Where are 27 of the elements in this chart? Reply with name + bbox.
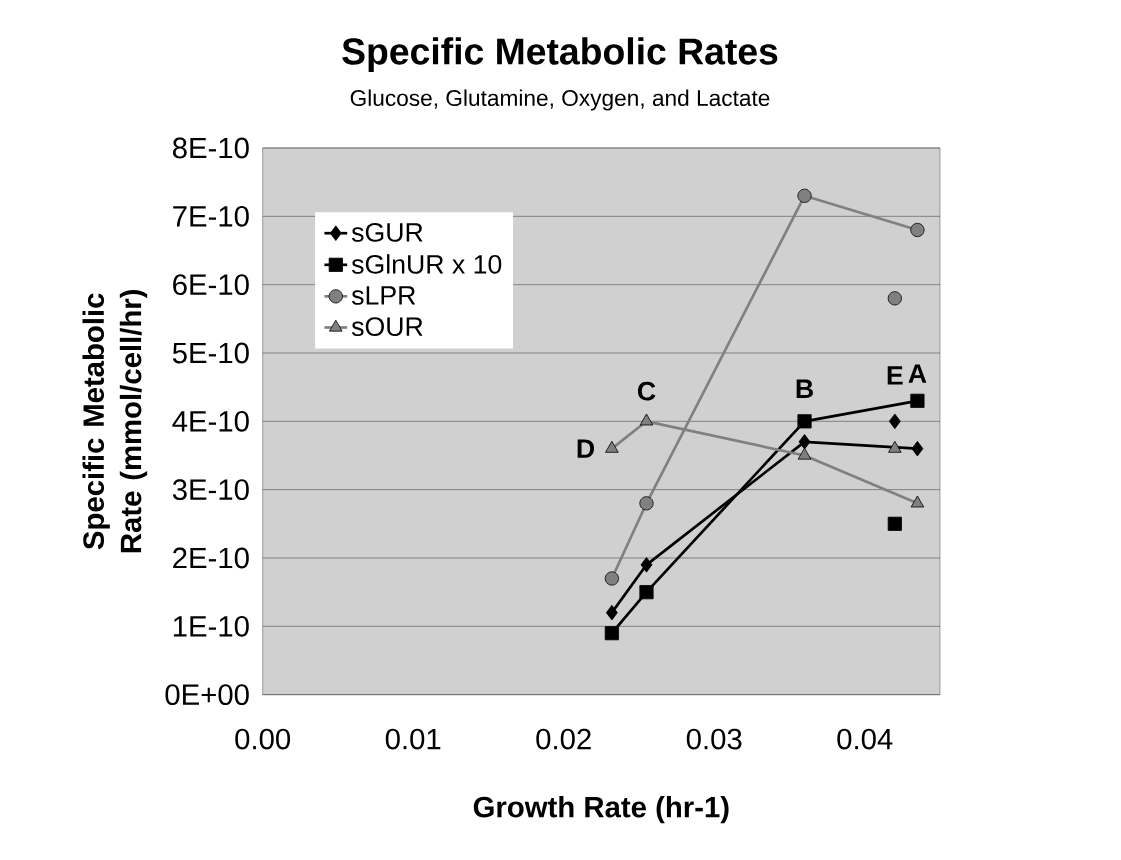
- y-tick-label: 1E-10: [173, 615, 249, 637]
- x-axis-title: Growth Rate (hr-1): [473, 795, 729, 824]
- y-tick-label: 8E-10: [172, 137, 249, 159]
- x-tick-label: 0.03: [686, 728, 742, 750]
- y-tick-label: 4E-10: [172, 410, 249, 432]
- y-tick-label: 5E-10: [172, 342, 249, 364]
- y-tick-label: 3E-10: [172, 479, 249, 501]
- x-tick-label: 0.02: [536, 728, 591, 750]
- annotation: A: [908, 364, 927, 383]
- y-tick-label: 0E+00: [165, 684, 249, 706]
- legend-label: sLPR: [351, 286, 416, 305]
- annotation: C: [637, 381, 656, 401]
- y-axis-title: Specific Metabolic Rate (mmol/cell/hr): [82, 289, 148, 553]
- chart-subtitle: Glucose, Glutamine, Oxygen, and Lactate: [350, 89, 770, 111]
- annotation: B: [796, 379, 813, 398]
- y-tick-label: 2E-10: [173, 547, 249, 569]
- chart-title: Specific Metabolic Rates: [342, 37, 778, 73]
- legend-label: sGlnUR x 10: [351, 254, 502, 274]
- x-tick-label: 0.00: [235, 728, 291, 750]
- annotation: D: [577, 439, 595, 458]
- y-tick-label: 6E-10: [173, 274, 249, 296]
- annotation: E: [887, 366, 903, 385]
- legend-label: sGUR: [351, 222, 423, 242]
- x-tick-label: 0.04: [837, 728, 893, 750]
- y-tick-label: 7E-10: [173, 205, 249, 227]
- legend-label: sOUR: [351, 317, 423, 337]
- x-tick-label: 0.01: [385, 728, 441, 750]
